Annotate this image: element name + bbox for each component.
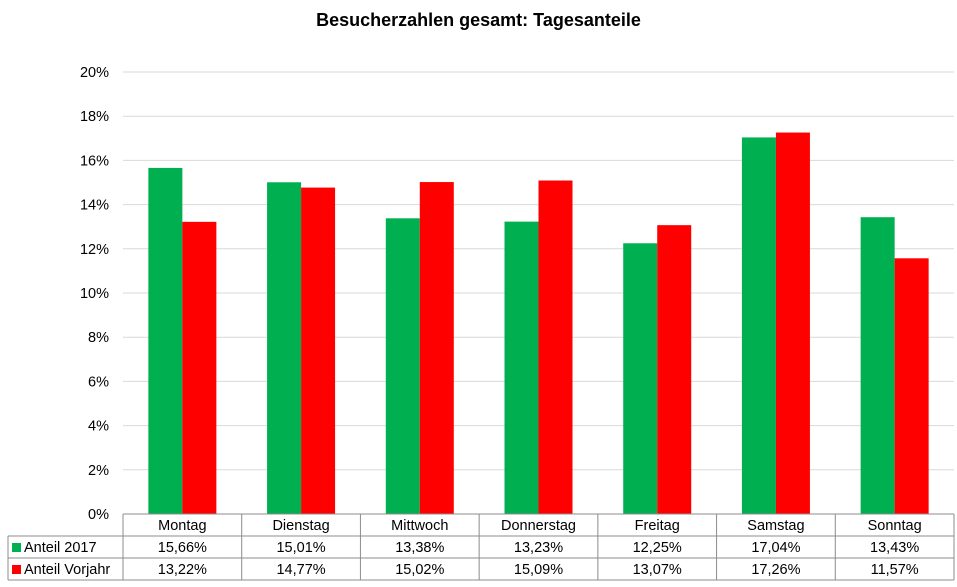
y-tick-label: 10% <box>80 286 109 302</box>
data-label: 13,07% <box>633 562 682 578</box>
legend-label: Anteil Vorjahr <box>24 562 110 578</box>
x-tick-label: Montag <box>158 518 206 534</box>
y-tick-label: 4% <box>88 419 109 435</box>
y-tick-label: 20% <box>80 65 109 81</box>
data-label: 13,23% <box>514 540 563 556</box>
bar <box>538 180 573 515</box>
chart-title: Besucherzahlen gesamt: Tagesanteile <box>316 10 641 30</box>
bar <box>301 187 336 514</box>
data-label: 15,66% <box>158 540 207 556</box>
y-tick-label: 0% <box>88 507 109 523</box>
data-label: 14,77% <box>276 562 325 578</box>
bar <box>623 243 658 514</box>
bar <box>148 167 183 514</box>
x-tick-label: Donnerstag <box>501 518 576 534</box>
data-label: 15,09% <box>514 562 563 578</box>
data-label: 13,43% <box>870 540 919 556</box>
x-tick-label: Mittwoch <box>391 518 448 534</box>
y-tick-label: 12% <box>80 242 109 258</box>
data-label: 17,26% <box>751 562 800 578</box>
y-tick-label: 16% <box>80 153 109 169</box>
y-tick-label: 6% <box>88 374 109 390</box>
x-tick-label: Freitag <box>635 518 680 534</box>
legend-label: Anteil 2017 <box>24 540 97 556</box>
data-label: 15,02% <box>395 562 444 578</box>
bar <box>775 132 810 514</box>
data-label: 15,01% <box>276 540 325 556</box>
data-label: 13,38% <box>395 540 444 556</box>
x-tick-label: Samstag <box>747 518 804 534</box>
data-label: 11,57% <box>871 562 919 578</box>
data-label: 17,04% <box>751 540 800 556</box>
bar <box>267 182 302 515</box>
bar <box>657 225 692 514</box>
bar <box>182 221 217 514</box>
y-tick-label: 18% <box>80 109 109 125</box>
bar <box>419 182 454 515</box>
legend-key <box>12 565 21 574</box>
bar <box>860 217 895 514</box>
x-tick-label: Sonntag <box>868 518 922 534</box>
bar <box>385 218 420 514</box>
x-tick-label: Dienstag <box>272 518 329 534</box>
y-tick-label: 14% <box>80 198 109 214</box>
data-label: 12,25% <box>633 540 682 556</box>
y-tick-label: 8% <box>88 330 109 346</box>
bar <box>504 221 539 514</box>
y-tick-label: 2% <box>88 463 109 479</box>
bar <box>894 258 929 514</box>
bar <box>741 137 776 514</box>
legend-key <box>12 543 21 552</box>
data-label: 13,22% <box>158 562 207 578</box>
